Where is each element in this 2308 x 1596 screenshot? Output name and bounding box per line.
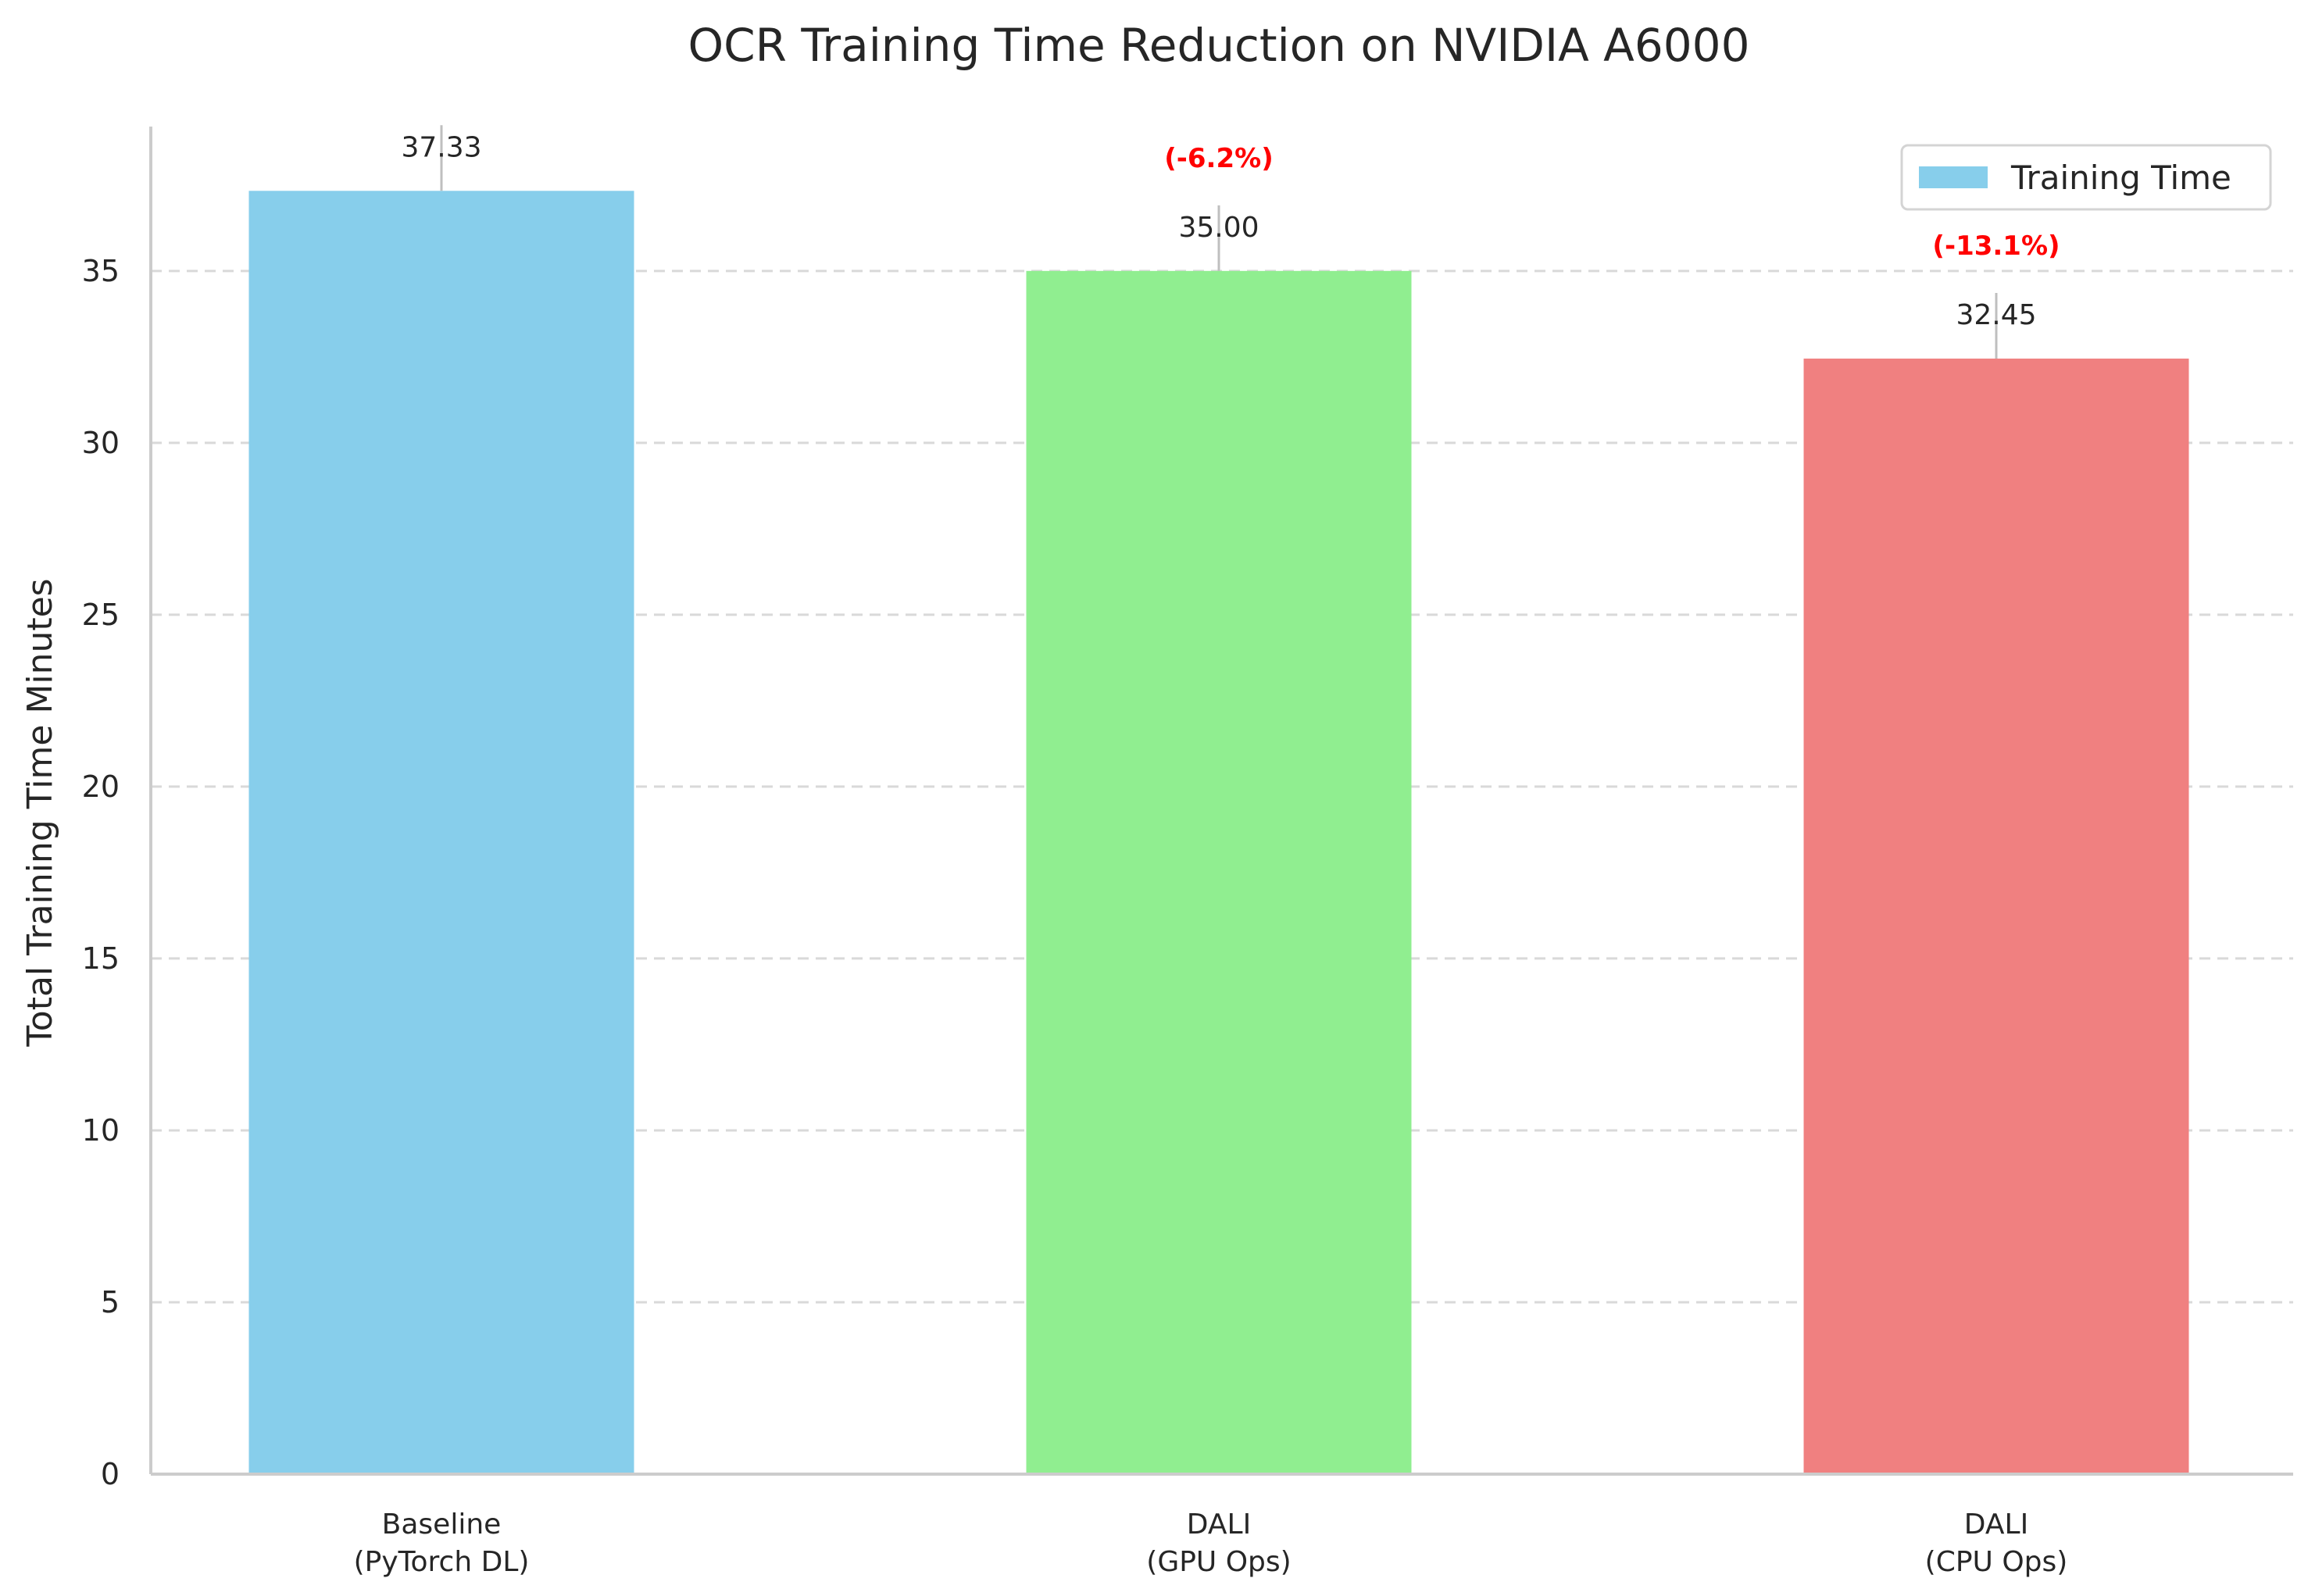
percent-change-label: (-6.2%) xyxy=(1164,143,1274,174)
x-tick-label: Baseline xyxy=(382,1509,502,1541)
value-label: 32.45 xyxy=(1956,299,2036,331)
y-tick-label: 5 xyxy=(101,1285,120,1319)
x-tick-label: (PyTorch DL) xyxy=(354,1546,530,1578)
legend: Training Time xyxy=(1900,144,2272,211)
y-tick-label: 10 xyxy=(82,1113,120,1148)
y-tick-label: 20 xyxy=(82,769,120,804)
y-tick-label: 0 xyxy=(101,1457,120,1491)
chart-title: OCR Training Time Reduction on NVIDIA A6… xyxy=(688,19,1750,72)
legend-label: Training Time xyxy=(2010,159,2231,197)
x-tick-label: DALI xyxy=(1964,1509,2028,1541)
bar xyxy=(1026,270,1412,1475)
y-tick-label: 25 xyxy=(82,598,120,632)
y-axis-label: Total Training Time Minutes xyxy=(20,578,60,1047)
x-tick-label: (GPU Ops) xyxy=(1146,1546,1291,1578)
x-tick-label: DALI xyxy=(1187,1509,1251,1541)
value-label: 35.00 xyxy=(1178,212,1259,244)
y-tick-label: 30 xyxy=(82,426,120,460)
legend-swatch xyxy=(1919,166,1988,188)
bar xyxy=(248,191,634,1474)
y-tick-label: 15 xyxy=(82,941,120,976)
axes: 0 5 10 15 20 25 30 35 Baseline (PyTorch DL) DALI (G… xyxy=(82,127,2293,1578)
percent-change-label: (-13.1%) xyxy=(1932,230,2060,262)
value-label: 37.33 xyxy=(401,131,481,163)
legend-box xyxy=(1900,144,2272,211)
bars xyxy=(248,191,2189,1475)
x-tick-label: (CPU Ops) xyxy=(1925,1546,2068,1578)
data-labels: 37.33 35.00 (-6.2%) 32.45 (-13.1%) xyxy=(401,125,2060,359)
bar xyxy=(1803,359,2189,1474)
y-tick-label: 35 xyxy=(82,254,120,288)
